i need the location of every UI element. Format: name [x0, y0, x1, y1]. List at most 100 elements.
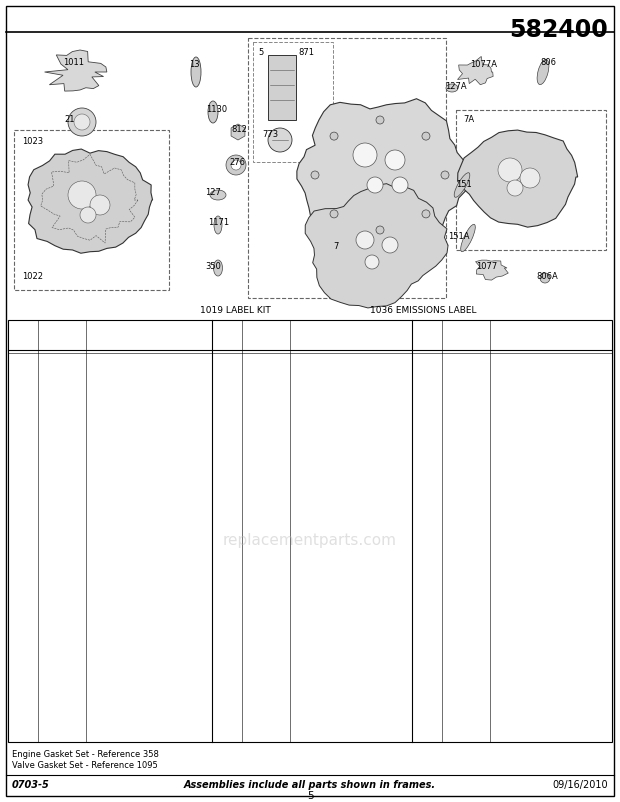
Circle shape — [507, 180, 523, 196]
Circle shape — [365, 255, 379, 269]
Text: 825030: 825030 — [454, 378, 487, 387]
Text: Stud: Stud — [293, 452, 311, 461]
Text: Kit-Label: Kit-Label — [493, 401, 528, 410]
Text: Bushing-Valve Guide: Bushing-Valve Guide — [493, 378, 575, 387]
Text: 773: 773 — [262, 130, 278, 139]
Text: 7A: 7A — [24, 508, 35, 517]
Text: Nut: Nut — [493, 358, 507, 367]
Polygon shape — [45, 50, 107, 91]
Text: Gasket-Cylinder Head: Gasket-Cylinder Head — [89, 508, 177, 517]
Text: 09/16/2010: 09/16/2010 — [552, 780, 608, 790]
Text: 127: 127 — [223, 370, 239, 379]
Polygon shape — [458, 56, 493, 85]
Text: (9mm): (9mm) — [89, 554, 118, 563]
Text: (Used After Code Date: (Used After Code Date — [89, 375, 179, 384]
Text: 820351: 820351 — [50, 508, 83, 517]
Circle shape — [330, 210, 338, 218]
Text: 825683: 825683 — [50, 358, 83, 367]
Text: 871: 871 — [422, 378, 439, 387]
Text: 820466: 820466 — [254, 412, 287, 422]
Text: 825024: 825024 — [254, 358, 287, 367]
Text: 1019: 1019 — [417, 401, 439, 410]
Text: (Lifting Bracket): (Lifting Bracket) — [293, 501, 358, 510]
Text: 7: 7 — [30, 480, 35, 489]
Text: (Water Pump): (Water Pump) — [293, 461, 348, 470]
Circle shape — [80, 207, 96, 223]
Bar — [456, 110, 606, 250]
Text: (Used After Code Date: (Used After Code Date — [89, 488, 179, 497]
Circle shape — [268, 128, 292, 152]
Text: 820014: 820014 — [254, 392, 287, 402]
Ellipse shape — [540, 273, 550, 283]
Text: Screw: Screw — [89, 537, 113, 546]
Text: 820130: 820130 — [254, 472, 287, 481]
Text: Cap-Oil Fill: Cap-Oil Fill — [293, 358, 336, 367]
Polygon shape — [476, 260, 508, 280]
Text: 151: 151 — [456, 180, 472, 189]
Bar — [14, 130, 169, 290]
Text: Bracket-Lifting: Bracket-Lifting — [493, 472, 552, 481]
Text: (Used After Code Date: (Used After Code Date — [89, 562, 179, 572]
Text: Screw: Screw — [293, 512, 317, 521]
Circle shape — [68, 181, 96, 209]
Text: Stud: Stud — [293, 412, 311, 422]
Text: 820074 Screw: 820074 Screw — [89, 588, 153, 597]
Text: 21: 21 — [64, 115, 74, 124]
Text: 820064: 820064 — [254, 432, 287, 441]
Text: DESCRIPTION: DESCRIPTION — [317, 330, 385, 339]
Text: AVAILABLE): AVAILABLE) — [89, 418, 150, 427]
Circle shape — [422, 210, 430, 218]
Text: replacementparts.com: replacementparts.com — [223, 533, 397, 548]
Text: 812: 812 — [231, 125, 247, 134]
Circle shape — [376, 226, 384, 234]
Text: Plug-Welch: Plug-Welch — [293, 381, 337, 390]
Text: 1171: 1171 — [208, 218, 229, 227]
Text: Cover-Rocker: Cover-Rocker — [493, 424, 547, 433]
Text: 276: 276 — [223, 432, 239, 441]
Circle shape — [231, 160, 241, 170]
Text: Valve Gasket Set - Reference 1095: Valve Gasket Set - Reference 1095 — [12, 761, 157, 770]
Text: 820024: 820024 — [254, 512, 287, 521]
Ellipse shape — [537, 59, 549, 85]
Text: 98123100).: 98123100). — [89, 383, 135, 392]
Text: (NO LONGER: (NO LONGER — [89, 409, 145, 418]
Text: 350: 350 — [223, 452, 239, 461]
Text: 820212: 820212 — [254, 492, 287, 501]
Text: (8mm): (8mm) — [89, 605, 118, 614]
Ellipse shape — [461, 225, 476, 252]
Text: 127A: 127A — [445, 82, 467, 91]
Circle shape — [392, 177, 408, 193]
Text: Head-Cylinder: Head-Cylinder — [89, 358, 146, 367]
Text: PART
NO.: PART NO. — [49, 326, 75, 344]
Circle shape — [422, 132, 430, 140]
Text: Label-Emissions: Label-Emissions — [493, 435, 557, 444]
Ellipse shape — [210, 190, 226, 200]
Text: ------- Note ------: ------- Note ------ — [89, 392, 151, 401]
Text: 1077A: 1077A — [470, 60, 497, 69]
Text: (Available from a: (Available from a — [493, 444, 562, 453]
Circle shape — [441, 171, 449, 179]
Text: 825672: 825672 — [454, 424, 487, 433]
Text: 820004: 820004 — [254, 370, 287, 379]
Text: 5: 5 — [258, 48, 264, 57]
Circle shape — [367, 177, 383, 193]
Text: (Rocker Cover): (Rocker Cover) — [293, 441, 353, 450]
Text: Tube-Vent: Tube-Vent — [493, 390, 532, 399]
Text: 0131.: 0131. — [89, 468, 112, 477]
Text: 127A: 127A — [216, 381, 239, 390]
Text: 151: 151 — [223, 392, 239, 402]
Text: 820005: 820005 — [254, 381, 287, 390]
Circle shape — [356, 231, 374, 249]
Text: (Rocker Cover): (Rocker Cover) — [493, 524, 553, 533]
Text: 127: 127 — [205, 188, 221, 197]
Ellipse shape — [446, 84, 458, 92]
Circle shape — [74, 114, 90, 130]
Text: (Used Before Code: (Used Before Code — [89, 435, 165, 444]
Text: 1011: 1011 — [417, 390, 439, 399]
Text: (Used Before Code: (Used Before Code — [89, 517, 165, 526]
Text: 0105, 0125, 0130,: 0105, 0125, 0130, — [89, 460, 161, 469]
Text: 871: 871 — [298, 48, 314, 57]
Text: 350: 350 — [205, 262, 221, 271]
Text: 820071: 820071 — [454, 358, 487, 367]
Text: Engine Gasket Set - Reference 358: Engine Gasket Set - Reference 358 — [12, 750, 159, 759]
